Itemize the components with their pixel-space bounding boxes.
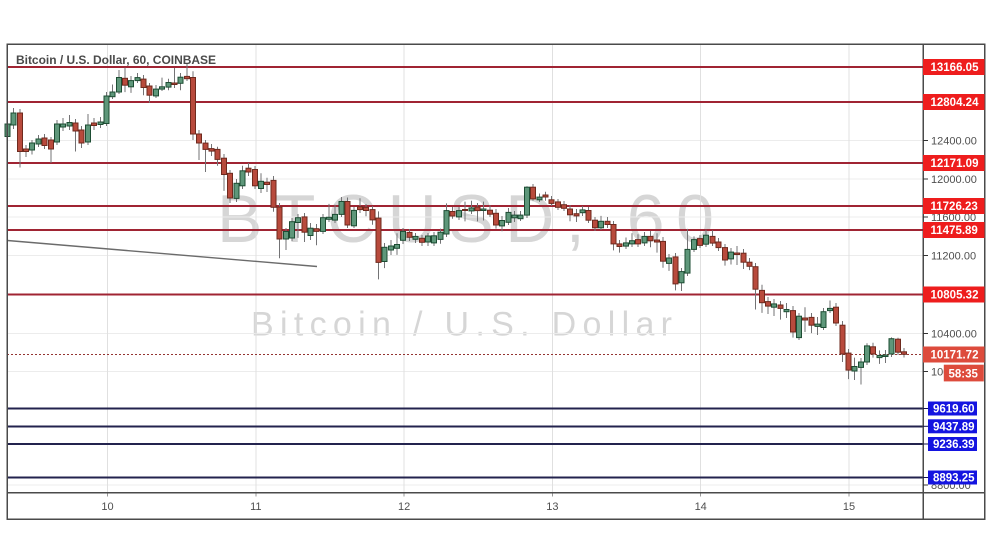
svg-text:15: 15 (843, 501, 855, 513)
svg-text:9437.89: 9437.89 (933, 421, 975, 433)
svg-text:58:35: 58:35 (949, 369, 979, 381)
svg-text:11200.00: 11200.00 (931, 251, 976, 263)
svg-text:10805.32: 10805.32 (931, 290, 979, 302)
svg-text:12: 12 (398, 501, 410, 513)
svg-text:13166.05: 13166.05 (931, 62, 980, 74)
svg-text:Bitcoin / U.S. Dollar: Bitcoin / U.S. Dollar (251, 306, 672, 344)
svg-text:14: 14 (695, 501, 707, 513)
svg-text:13: 13 (546, 501, 558, 513)
svg-text:11475.89: 11475.89 (931, 225, 978, 237)
svg-text:12000.00: 12000.00 (931, 174, 977, 186)
svg-text:11: 11 (250, 501, 261, 513)
svg-text:10171.72: 10171.72 (931, 350, 979, 362)
svg-text:8893.25: 8893.25 (933, 473, 975, 485)
svg-text:Bitcoin / U.S. Dollar, 60, COI: Bitcoin / U.S. Dollar, 60, COINBASE (16, 53, 216, 67)
svg-text:12804.24: 12804.24 (931, 97, 980, 109)
svg-text:11726.23: 11726.23 (931, 201, 978, 213)
svg-text:9236.39: 9236.39 (933, 439, 975, 451)
svg-text:11600.00: 11600.00 (931, 212, 976, 224)
svg-text:9619.60: 9619.60 (933, 404, 975, 416)
svg-text:12400.00: 12400.00 (931, 136, 977, 148)
svg-text:10400.00: 10400.00 (931, 329, 977, 341)
svg-text:10: 10 (101, 501, 113, 513)
svg-text:12171.09: 12171.09 (931, 158, 979, 170)
